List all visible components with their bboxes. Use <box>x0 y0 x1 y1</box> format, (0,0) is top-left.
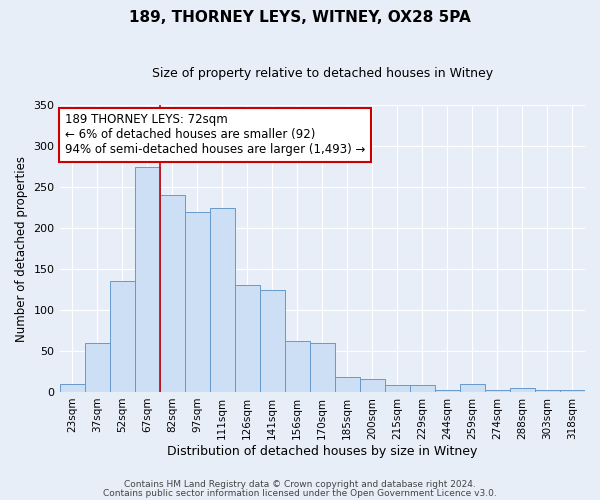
Bar <box>85 343 110 392</box>
Bar <box>335 377 360 392</box>
Y-axis label: Number of detached properties: Number of detached properties <box>15 156 28 342</box>
Bar <box>235 286 260 392</box>
Text: Contains HM Land Registry data © Crown copyright and database right 2024.: Contains HM Land Registry data © Crown c… <box>124 480 476 489</box>
Bar <box>410 386 435 392</box>
Bar <box>460 384 485 392</box>
Bar <box>110 282 134 392</box>
X-axis label: Distribution of detached houses by size in Witney: Distribution of detached houses by size … <box>167 444 478 458</box>
Bar <box>209 208 235 392</box>
Bar <box>510 388 535 392</box>
Text: Contains public sector information licensed under the Open Government Licence v3: Contains public sector information licen… <box>103 488 497 498</box>
Bar <box>535 390 560 392</box>
Bar <box>185 212 209 392</box>
Title: Size of property relative to detached houses in Witney: Size of property relative to detached ho… <box>152 68 493 80</box>
Bar <box>260 290 285 392</box>
Bar <box>134 166 160 392</box>
Bar <box>385 386 410 392</box>
Bar <box>485 390 510 392</box>
Text: 189, THORNEY LEYS, WITNEY, OX28 5PA: 189, THORNEY LEYS, WITNEY, OX28 5PA <box>129 10 471 25</box>
Bar <box>285 341 310 392</box>
Bar <box>435 390 460 392</box>
Bar <box>560 390 585 392</box>
Bar <box>360 379 385 392</box>
Text: 189 THORNEY LEYS: 72sqm
← 6% of detached houses are smaller (92)
94% of semi-det: 189 THORNEY LEYS: 72sqm ← 6% of detached… <box>65 114 365 156</box>
Bar <box>160 196 185 392</box>
Bar <box>59 384 85 392</box>
Bar <box>310 343 335 392</box>
